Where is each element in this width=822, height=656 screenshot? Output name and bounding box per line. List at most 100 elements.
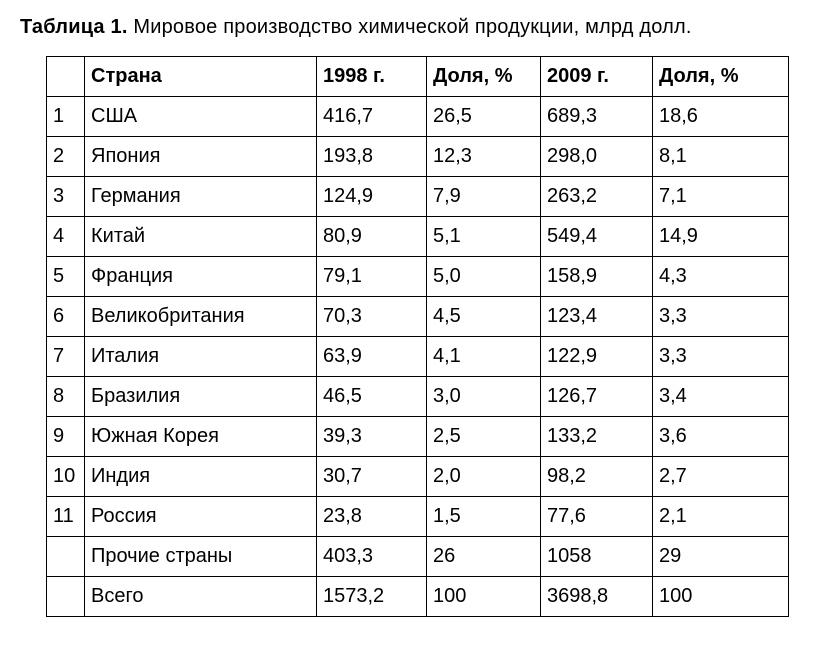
cell-value: 79,1 (317, 257, 427, 297)
cell-index: 9 (47, 417, 85, 457)
table-row: 10Индия30,72,098,22,7 (47, 457, 789, 497)
table-body: 1США416,726,5689,318,62Япония193,812,329… (47, 97, 789, 617)
cell-value: 2,0 (427, 457, 541, 497)
cell-index: 1 (47, 97, 85, 137)
table-row: Прочие страны403,326105829 (47, 537, 789, 577)
cell-value: 549,4 (541, 217, 653, 257)
cell-value: 689,3 (541, 97, 653, 137)
cell-value: 298,0 (541, 137, 653, 177)
cell-value: 14,9 (653, 217, 789, 257)
cell-country: Франция (85, 257, 317, 297)
cell-index: 2 (47, 137, 85, 177)
cell-country: Япония (85, 137, 317, 177)
table-caption: Таблица 1. Мировое производство химическ… (20, 14, 804, 40)
table-row: Всего1573,21003698,8100 (47, 577, 789, 617)
cell-index: 4 (47, 217, 85, 257)
cell-value: 3698,8 (541, 577, 653, 617)
cell-value: 123,4 (541, 297, 653, 337)
col-header-share1: Доля, % (427, 57, 541, 97)
col-header-index (47, 57, 85, 97)
cell-value: 77,6 (541, 497, 653, 537)
cell-country: США (85, 97, 317, 137)
cell-value: 100 (653, 577, 789, 617)
cell-value: 98,2 (541, 457, 653, 497)
cell-value: 1058 (541, 537, 653, 577)
cell-value: 30,7 (317, 457, 427, 497)
cell-value: 63,9 (317, 337, 427, 377)
cell-country: Бразилия (85, 377, 317, 417)
cell-country: Германия (85, 177, 317, 217)
cell-value: 80,9 (317, 217, 427, 257)
col-header-share2: Доля, % (653, 57, 789, 97)
cell-index: 3 (47, 177, 85, 217)
table-row: 6Великобритания70,34,5123,43,3 (47, 297, 789, 337)
cell-value: 26 (427, 537, 541, 577)
cell-value: 29 (653, 537, 789, 577)
cell-value: 2,1 (653, 497, 789, 537)
cell-country: Великобритания (85, 297, 317, 337)
cell-value: 4,5 (427, 297, 541, 337)
table-header-row: Страна 1998 г. Доля, % 2009 г. Доля, % (47, 57, 789, 97)
cell-value: 3,4 (653, 377, 789, 417)
table-row: 1США416,726,5689,318,6 (47, 97, 789, 137)
cell-index: 6 (47, 297, 85, 337)
cell-value: 46,5 (317, 377, 427, 417)
col-header-2009: 2009 г. (541, 57, 653, 97)
table-row: 11Россия23,81,577,62,1 (47, 497, 789, 537)
cell-value: 122,9 (541, 337, 653, 377)
caption-text: Мировое производство химической продукци… (128, 16, 692, 38)
cell-value: 126,7 (541, 377, 653, 417)
cell-value: 403,3 (317, 537, 427, 577)
cell-index: 7 (47, 337, 85, 377)
cell-index: 8 (47, 377, 85, 417)
cell-index: 11 (47, 497, 85, 537)
cell-value: 18,6 (653, 97, 789, 137)
cell-value: 1,5 (427, 497, 541, 537)
cell-value: 4,1 (427, 337, 541, 377)
col-header-country: Страна (85, 57, 317, 97)
cell-value: 158,9 (541, 257, 653, 297)
cell-country: Южная Корея (85, 417, 317, 457)
table-row: 5Франция79,15,0158,94,3 (47, 257, 789, 297)
cell-value: 26,5 (427, 97, 541, 137)
cell-value: 3,6 (653, 417, 789, 457)
table-row: 9Южная Корея39,32,5133,23,6 (47, 417, 789, 457)
table-row: 3Германия124,97,9263,27,1 (47, 177, 789, 217)
cell-country: Китай (85, 217, 317, 257)
cell-value: 193,8 (317, 137, 427, 177)
caption-prefix: Таблица 1. (20, 16, 128, 38)
cell-value: 70,3 (317, 297, 427, 337)
cell-country: Италия (85, 337, 317, 377)
cell-value: 3,0 (427, 377, 541, 417)
cell-index (47, 577, 85, 617)
cell-index (47, 537, 85, 577)
cell-index: 5 (47, 257, 85, 297)
table-row: 2Япония193,812,3298,08,1 (47, 137, 789, 177)
cell-value: 5,1 (427, 217, 541, 257)
cell-value: 124,9 (317, 177, 427, 217)
cell-value: 23,8 (317, 497, 427, 537)
cell-value: 4,3 (653, 257, 789, 297)
cell-country: Индия (85, 457, 317, 497)
cell-value: 7,1 (653, 177, 789, 217)
cell-country: Всего (85, 577, 317, 617)
cell-value: 3,3 (653, 337, 789, 377)
cell-value: 7,9 (427, 177, 541, 217)
cell-value: 133,2 (541, 417, 653, 457)
col-header-1998: 1998 г. (317, 57, 427, 97)
production-table: Страна 1998 г. Доля, % 2009 г. Доля, % 1… (46, 56, 789, 617)
cell-value: 2,7 (653, 457, 789, 497)
cell-value: 3,3 (653, 297, 789, 337)
table-row: 7Италия63,94,1122,93,3 (47, 337, 789, 377)
table-row: 4Китай80,95,1549,414,9 (47, 217, 789, 257)
cell-value: 5,0 (427, 257, 541, 297)
cell-value: 2,5 (427, 417, 541, 457)
cell-value: 416,7 (317, 97, 427, 137)
cell-country: Прочие страны (85, 537, 317, 577)
cell-value: 39,3 (317, 417, 427, 457)
table-row: 8Бразилия46,53,0126,73,4 (47, 377, 789, 417)
cell-value: 1573,2 (317, 577, 427, 617)
cell-value: 263,2 (541, 177, 653, 217)
cell-value: 100 (427, 577, 541, 617)
cell-index: 10 (47, 457, 85, 497)
